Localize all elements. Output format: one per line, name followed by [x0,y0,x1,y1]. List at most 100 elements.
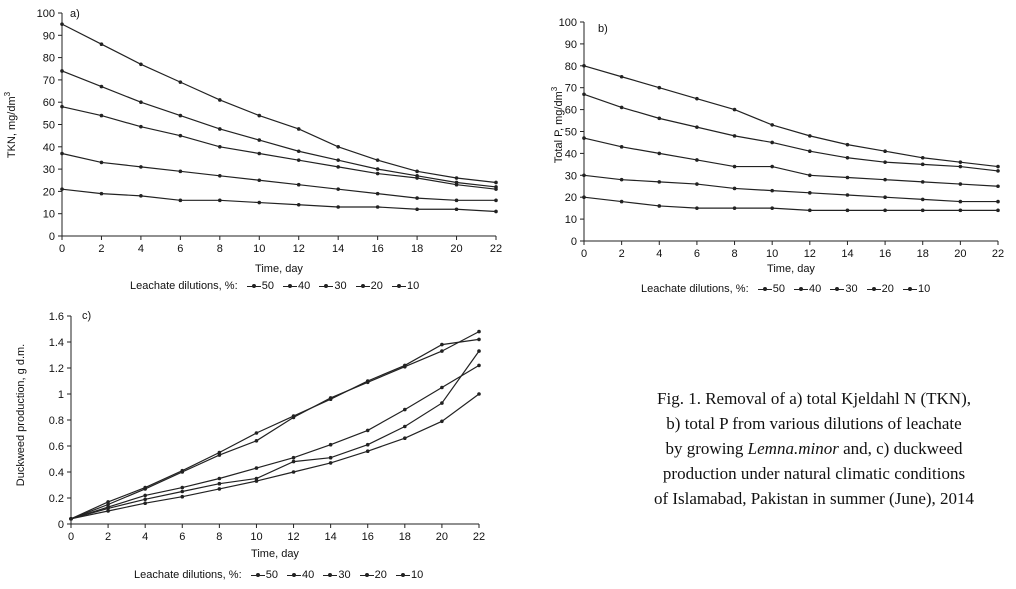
legend-entry-20: 20 [374,569,387,581]
x-tick-label: 16 [879,248,891,260]
data-point-20 [920,197,925,202]
data-point-50 [296,127,301,131]
y-tick-label: 20 [565,192,577,204]
data-point-50 [657,85,662,90]
data-point-10 [106,509,110,513]
data-point-20 [296,182,301,187]
x-tick-label: 0 [59,243,65,255]
y-tick-label: 0.2 [49,493,64,505]
data-point-30 [770,164,774,169]
legend-entry-10: 10 [406,280,420,292]
data-point-20 [582,173,586,178]
x-axis-title: Time, day [255,263,303,275]
data-point-20 [375,191,380,196]
data-point-10 [477,392,481,396]
data-point-40 [808,149,812,154]
data-point-20 [477,349,481,353]
y-tick-label: 90 [565,39,577,51]
x-tick-label: 16 [362,531,374,543]
y-tick-label: 90 [43,30,55,42]
data-point-10 [770,206,774,210]
legend-marker-icon [757,286,772,291]
data-point-50 [770,123,774,127]
data-point-30 [296,158,301,162]
legend-marker-icon [359,572,374,577]
x-tick-label: 0 [68,531,74,543]
legend-entry-30: 30 [338,569,351,581]
data-point-40 [477,329,481,334]
data-point-30 [139,124,143,129]
data-point-40 [958,164,963,169]
data-point-40 [365,380,370,385]
legend-title: Leachate dilutions, %: [130,280,238,292]
x-tick-label: 18 [399,531,411,543]
x-tick-label: 14 [325,531,337,543]
data-point-40 [582,92,586,97]
data-point-50 [218,98,222,102]
data-point-20 [60,151,64,156]
y-axis-title: Total P, mg/dm3 [550,86,565,163]
data-point-40 [845,155,850,160]
data-point-10 [178,198,183,203]
y-tick-label: 0.6 [49,441,64,453]
series-line-50 [583,65,999,168]
data-point-50 [106,500,110,504]
data-point-30 [494,187,498,191]
y-axis-title-superscript: 3 [3,91,12,96]
data-point-20 [291,459,296,464]
data-point-20 [336,187,340,191]
caption-line: production under natural climatic condit… [662,464,966,483]
x-tick-label: 12 [804,248,816,260]
data-point-40 [883,160,887,164]
data-point-10 [254,479,259,483]
x-tick-label: 6 [179,531,185,543]
data-point-40 [139,100,143,104]
data-point-30 [375,171,380,176]
panel-label: b) [598,23,608,35]
legend-entry-40: 40 [298,280,311,292]
data-point-30 [920,180,925,184]
data-point-10 [732,206,737,210]
data-point-20 [415,196,419,200]
data-point-50 [883,149,887,154]
data-point-10 [291,470,296,474]
data-point-10 [582,195,586,199]
series-line-30 [583,137,999,187]
legend-marker-icon [391,283,406,288]
legend-marker-icon [319,283,334,288]
data-point-40 [920,162,925,167]
legend-title: Leachate dilutions, %: [641,283,749,295]
data-point-50 [920,155,925,160]
data-point-50 [808,134,812,138]
series-line-30 [61,106,497,190]
data-point-30 [477,363,481,368]
x-tick-label: 2 [98,243,104,255]
data-point-10 [883,208,887,213]
y-tick-label: 60 [43,97,55,109]
legend-entry-20: 20 [881,283,894,295]
data-point-40 [732,134,737,138]
x-tick-label: 10 [766,248,778,260]
data-point-10 [996,208,1000,213]
data-point-50 [958,160,963,164]
data-point-30 [883,177,887,182]
data-point-10 [296,202,301,207]
panel-label: c) [82,310,91,322]
data-point-10 [494,209,498,214]
data-point-30 [403,407,407,412]
data-point-50 [454,176,459,180]
data-point-20 [99,160,104,165]
data-point-10 [403,436,407,441]
legend-marker-icon [355,283,370,288]
data-point-40 [180,470,185,474]
data-point-30 [365,428,370,433]
data-point-10 [60,187,64,191]
data-point-40 [143,487,147,491]
legend-marker-icon [866,286,881,291]
y-tick-label: 20 [43,186,55,198]
data-point-40 [375,167,380,171]
data-point-10 [619,199,624,204]
data-point-20 [440,401,444,405]
data-point-10 [69,517,73,521]
legend-marker-icon [830,286,845,291]
